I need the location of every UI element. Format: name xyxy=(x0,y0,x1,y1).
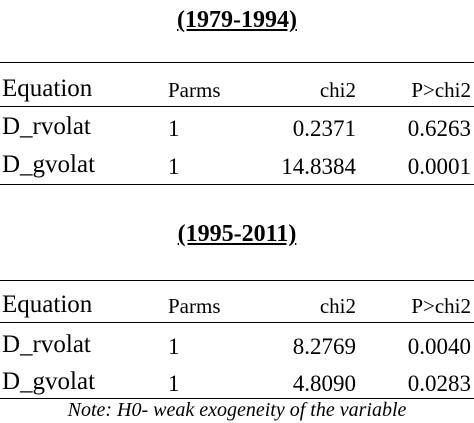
cell: 0.0001 xyxy=(407,154,471,179)
cell: D_rvolat xyxy=(2,331,91,358)
header-cell: P>chi2 xyxy=(411,78,471,102)
cell: 8.2769 xyxy=(292,334,356,359)
cell: 4.8090 xyxy=(292,371,356,396)
table-title: (1979-1994) xyxy=(177,7,297,33)
rule xyxy=(0,106,474,107)
cell: 0.2371 xyxy=(292,116,356,141)
cell: 1 xyxy=(168,334,180,359)
rule xyxy=(0,322,474,323)
cell: 1 xyxy=(168,371,180,396)
cell: D_rvolat xyxy=(2,113,91,140)
rule xyxy=(0,398,474,399)
cell: D_gvolat xyxy=(2,151,96,178)
header-cell: Equation xyxy=(2,291,93,318)
rule xyxy=(0,62,474,63)
rule xyxy=(0,184,474,185)
header-cell: Parms xyxy=(168,78,221,102)
cell: D_gvolat xyxy=(2,368,96,395)
cell: 0.0283 xyxy=(407,371,471,396)
header-cell: chi2 xyxy=(319,294,356,318)
cell: 1 xyxy=(168,154,180,179)
cell: 0.6263 xyxy=(407,116,471,141)
cell: 14.8384 xyxy=(281,154,356,179)
note: Note: H0- weak exogeneity of the variabl… xyxy=(67,399,407,421)
header-cell: Parms xyxy=(168,294,221,318)
header-cell: P>chi2 xyxy=(411,294,471,318)
table-title: (1995-2011) xyxy=(177,221,297,247)
header-cell: chi2 xyxy=(319,78,356,102)
cell: 1 xyxy=(168,116,180,141)
cell: 0.0040 xyxy=(407,334,471,359)
header-cell: Equation xyxy=(2,75,93,102)
rule xyxy=(0,280,474,281)
